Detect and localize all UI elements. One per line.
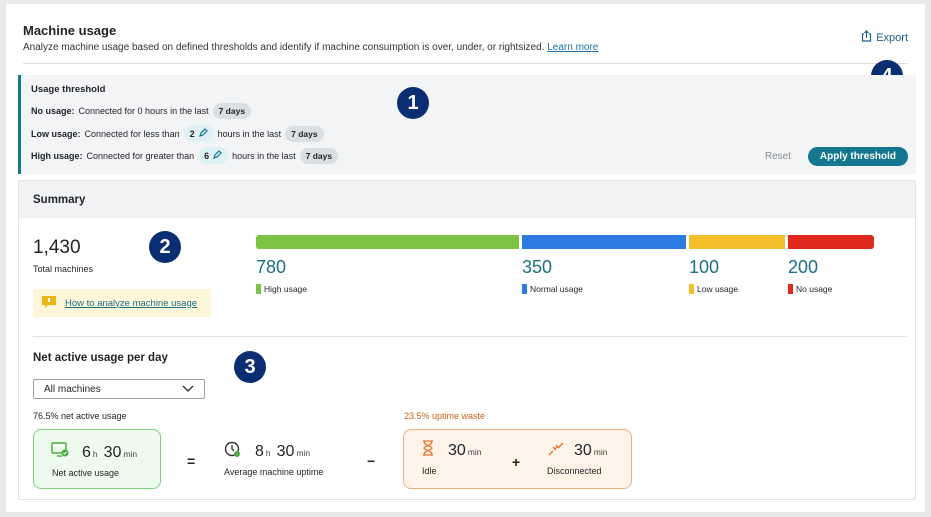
subtitle-text: Analyze machine usage based on defined t… bbox=[23, 42, 545, 53]
low-usage-label: Low usage: bbox=[31, 128, 81, 139]
low-usage-hours-value: 2 bbox=[189, 128, 195, 139]
minutes-unit: min bbox=[123, 449, 138, 459]
uptime-waste-percentage: 23.5% uptime waste bbox=[404, 411, 486, 421]
low-usage-text: Connected for less than bbox=[84, 128, 180, 139]
legend-normal: Normal usage bbox=[522, 284, 583, 294]
high-usage-count: 780 bbox=[256, 257, 287, 277]
summary-heading: Summary bbox=[19, 181, 915, 218]
net-active-minutes: 30 bbox=[103, 444, 122, 461]
net-active-percentage: 76.5% net active usage bbox=[33, 411, 127, 421]
disconnected-plug-icon bbox=[547, 441, 565, 462]
net-active-hours: 6 bbox=[82, 444, 91, 461]
legend-swatch bbox=[256, 284, 261, 294]
high-usage-days-pill[interactable]: 7 days bbox=[299, 147, 339, 164]
hours-unit: h bbox=[265, 448, 271, 458]
export-icon bbox=[861, 30, 872, 45]
summary-divider bbox=[33, 336, 907, 337]
learn-more-link[interactable]: Learn more bbox=[547, 42, 599, 53]
machine-filter-select[interactable]: All machines bbox=[33, 379, 205, 399]
high-usage-hours-input[interactable]: 6 bbox=[198, 147, 229, 164]
high-usage-text: Connected for greater than bbox=[86, 150, 195, 161]
reset-button[interactable]: Reset bbox=[764, 151, 791, 162]
legend-high: High usage bbox=[256, 284, 307, 294]
minus-sign: − bbox=[367, 453, 376, 469]
legend-swatch bbox=[788, 284, 793, 294]
minutes-unit: min bbox=[296, 448, 311, 458]
minutes-unit: min bbox=[593, 447, 608, 457]
idle-label: Idle bbox=[422, 466, 437, 476]
hours-unit: h bbox=[92, 449, 98, 459]
legend-low: Low usage bbox=[689, 284, 738, 294]
net-active-label: Net active usage bbox=[52, 468, 120, 478]
low-usage-hours-input[interactable]: 2 bbox=[183, 125, 214, 142]
pencil-icon bbox=[198, 128, 208, 139]
legend-swatch bbox=[689, 284, 694, 294]
chevron-down-icon bbox=[182, 384, 194, 395]
no-usage-row: No usage: Connected for 0 hours in the l… bbox=[31, 103, 252, 119]
disconnected-minutes: 30 bbox=[574, 442, 592, 459]
export-label: Export bbox=[876, 31, 908, 44]
how-to-analyze-label: How to analyze machine usage bbox=[65, 297, 198, 309]
plus-sign: + bbox=[512, 454, 521, 470]
legend-label: High usage bbox=[264, 284, 308, 294]
bar-segment-high bbox=[256, 235, 519, 249]
high-usage-row: High usage: Connected for greater than 6… bbox=[31, 147, 339, 164]
usage-threshold-panel: Usage threshold No usage: Connected for … bbox=[18, 75, 916, 174]
machine-filter-value: All machines bbox=[44, 383, 101, 395]
comment-icon bbox=[41, 295, 57, 312]
page-title: Machine usage bbox=[23, 23, 117, 38]
clock-icon bbox=[224, 441, 242, 464]
no-usage-count: 200 bbox=[788, 257, 819, 277]
legend-swatch bbox=[522, 284, 527, 294]
step-marker-3: 3 bbox=[234, 351, 266, 383]
summary-panel: Summary 1,430 Total machines 2 How to an… bbox=[18, 180, 916, 500]
bar-segment-low bbox=[689, 235, 785, 249]
export-button[interactable]: Export bbox=[861, 30, 908, 45]
bar-segment-normal bbox=[522, 235, 686, 249]
uptime-minutes: 30 bbox=[276, 443, 295, 460]
disconnected-label: Disconnected bbox=[547, 466, 602, 476]
machine-usage-card: Machine usage Analyze machine usage base… bbox=[6, 4, 925, 512]
low-usage-count: 100 bbox=[689, 257, 720, 277]
low-usage-days-pill[interactable]: 7 days bbox=[285, 125, 324, 142]
total-machines-label: Total machines bbox=[33, 264, 94, 274]
no-usage-days-pill[interactable]: 7 days bbox=[212, 103, 252, 119]
legend-label: No usage bbox=[796, 284, 833, 294]
normal-usage-count: 350 bbox=[522, 257, 553, 277]
idle-minutes: 30 bbox=[448, 442, 466, 459]
how-to-analyze-link[interactable]: How to analyze machine usage bbox=[33, 289, 211, 317]
monitor-check-icon bbox=[51, 442, 69, 463]
high-usage-hours-value: 6 bbox=[204, 150, 210, 161]
uptime-hours: 8 bbox=[255, 443, 264, 460]
pencil-icon bbox=[213, 150, 222, 161]
uptime-waste-box: 30 min Idle + 30 min Disconnected bbox=[403, 429, 632, 489]
step-marker-1: 1 bbox=[397, 87, 429, 119]
apply-threshold-button[interactable]: Apply threshold bbox=[807, 147, 908, 166]
equals-sign: = bbox=[187, 453, 196, 469]
high-usage-text2: hours in the last bbox=[232, 150, 296, 161]
high-usage-label: High usage: bbox=[31, 150, 83, 161]
uptime-label: Average machine uptime bbox=[224, 467, 324, 477]
header-divider bbox=[23, 63, 908, 64]
no-usage-label: No usage: bbox=[31, 106, 75, 116]
low-usage-row: Low usage: Connected for less than 2 hou… bbox=[31, 125, 324, 142]
legend-label: Normal usage bbox=[530, 284, 583, 294]
net-usage-title: Net active usage per day bbox=[33, 352, 168, 364]
hourglass-icon bbox=[422, 440, 434, 461]
step-marker-2: 2 bbox=[149, 231, 181, 263]
idle-time: 30 min bbox=[448, 442, 482, 460]
legend-no: No usage bbox=[788, 284, 832, 294]
total-machines-value: 1,430 bbox=[33, 237, 81, 258]
page-subtitle: Analyze machine usage based on defined t… bbox=[23, 42, 598, 53]
minutes-unit: min bbox=[467, 447, 482, 457]
disconnected-time: 30 min bbox=[574, 442, 608, 460]
no-usage-text: Connected for 0 hours in the last bbox=[78, 106, 209, 116]
bar-segment-no bbox=[788, 235, 874, 249]
legend-label: Low usage bbox=[697, 284, 739, 294]
low-usage-text2: hours in the last bbox=[217, 128, 282, 139]
threshold-heading: Usage threshold bbox=[31, 84, 106, 95]
